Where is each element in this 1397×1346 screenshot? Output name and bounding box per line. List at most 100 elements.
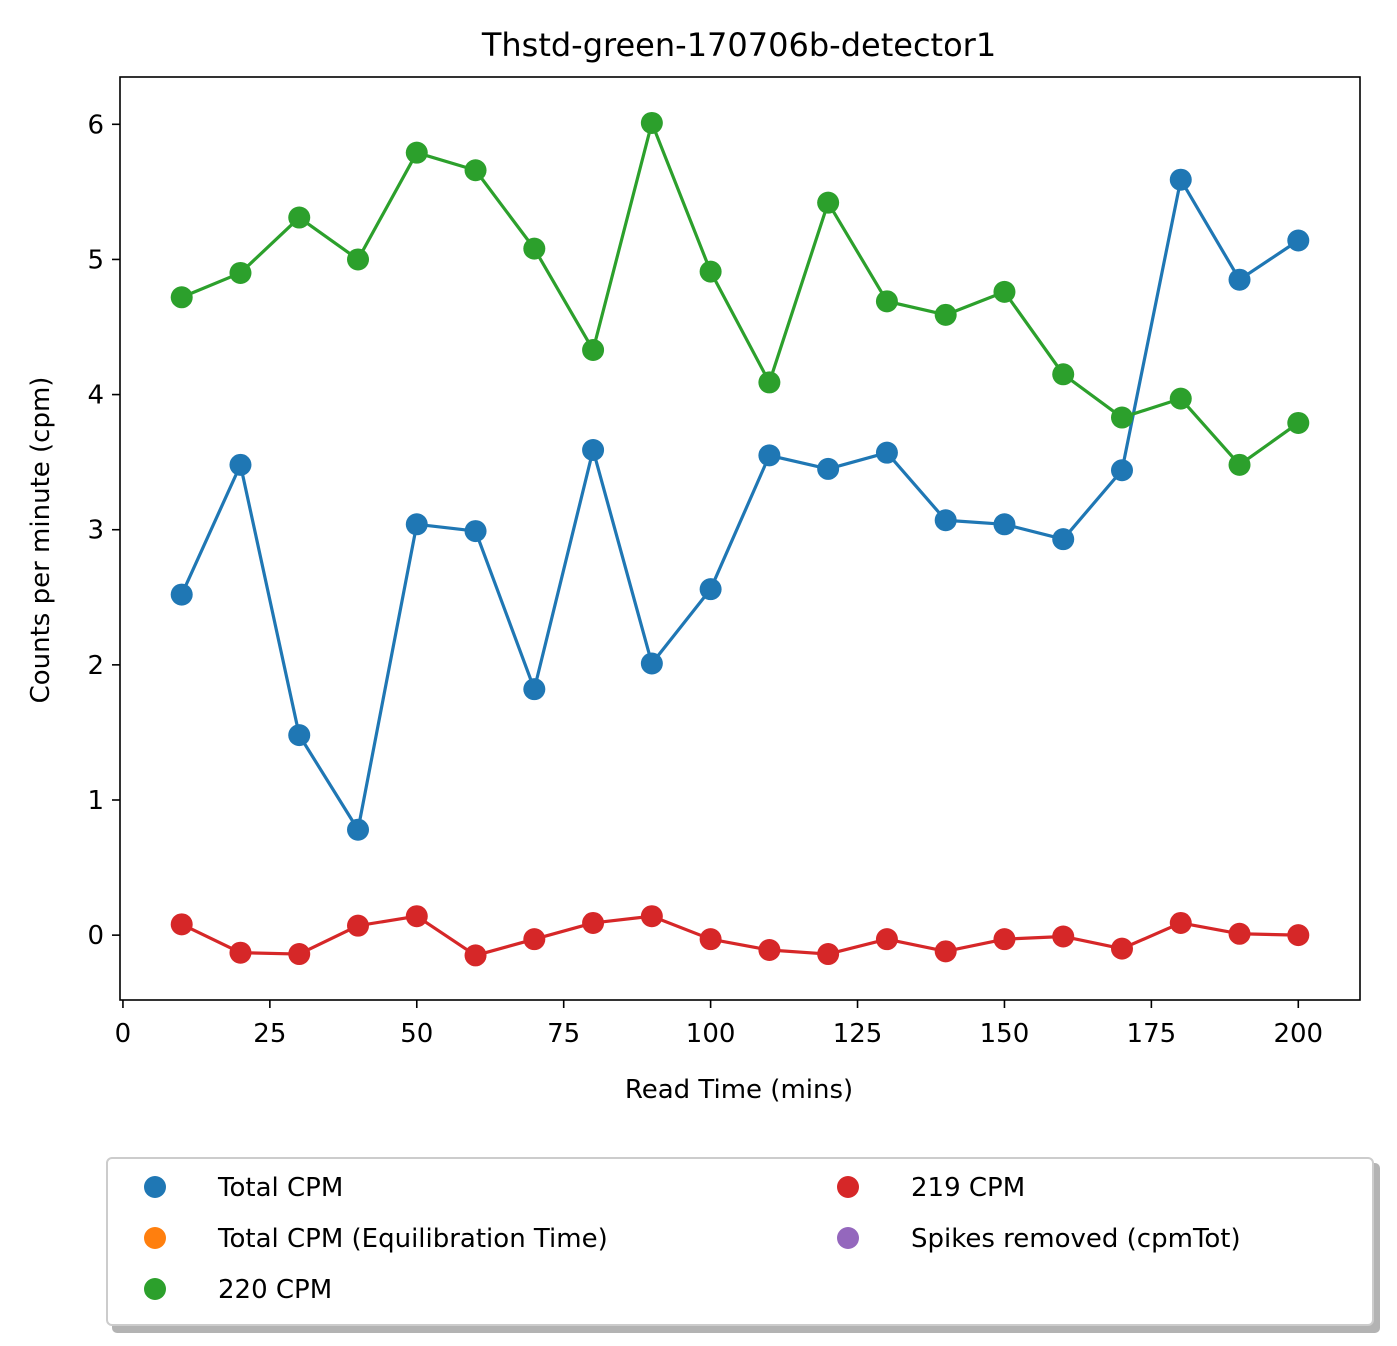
data-point: [347, 914, 370, 937]
data-point: [758, 444, 781, 467]
data-point: [817, 943, 840, 966]
legend-marker: [144, 1278, 166, 1300]
data-point: [1169, 911, 1192, 934]
data-point: [993, 280, 1016, 303]
legend-entry: 220 CPM: [144, 1275, 332, 1305]
data-point: [640, 905, 663, 928]
legend-entry: Spikes removed (cpmTot): [837, 1224, 1241, 1254]
x-tick-label: 200: [1273, 1019, 1323, 1049]
data-point: [1110, 406, 1133, 429]
x-tick-label: 100: [686, 1019, 736, 1049]
data-point: [758, 938, 781, 961]
data-point: [582, 438, 605, 461]
data-point: [405, 141, 428, 164]
data-point: [993, 513, 1016, 536]
y-tick-label: 1: [87, 786, 104, 816]
legend: Total CPM Total CPM (Equilibration Time) 2…: [106, 1157, 1380, 1333]
series-layer: [170, 111, 1310, 967]
series-line: [181, 121, 1300, 467]
data-point: [582, 338, 605, 361]
data-point: [875, 290, 898, 313]
data-point: [523, 678, 546, 701]
legend-label: Total CPM: [217, 1173, 343, 1203]
x-axis-ticks: 0 25 50 75 100 125 150 175 200: [115, 1000, 1323, 1049]
series-total-cpm: [170, 168, 1310, 841]
data-point: [347, 248, 370, 271]
y-tick-label: 5: [87, 245, 104, 275]
data-point: [229, 941, 252, 964]
x-tick-label: 175: [1127, 1019, 1177, 1049]
data-point: [640, 652, 663, 675]
legend-marker: [837, 1227, 859, 1249]
plot-frame: [119, 76, 1361, 1001]
data-point: [1287, 411, 1310, 434]
data-point: [1110, 937, 1133, 960]
y-axis-label: Counts per minute (cpm): [26, 377, 56, 704]
data-point: [993, 928, 1016, 951]
data-point: [758, 371, 781, 394]
data-point: [288, 206, 311, 229]
x-tick-label: 125: [833, 1019, 883, 1049]
legend-marker: [144, 1227, 166, 1249]
x-tick-label: 25: [253, 1019, 286, 1049]
legend-marker: [144, 1176, 166, 1198]
x-tick-label: 150: [980, 1019, 1030, 1049]
data-point: [1287, 924, 1310, 947]
y-axis-ticks: 0 1 2 3 4 5 6: [87, 110, 120, 951]
data-point: [817, 457, 840, 480]
legend-marker: [837, 1176, 859, 1198]
x-tick-label: 50: [400, 1019, 433, 1049]
data-point: [523, 237, 546, 260]
y-tick-label: 3: [87, 516, 104, 546]
data-point: [464, 944, 487, 967]
series-line: [180, 178, 1300, 832]
y-tick-label: 2: [87, 651, 104, 681]
data-point: [582, 911, 605, 934]
data-point: [1169, 387, 1192, 410]
legend-label: Spikes removed (cpmTot): [911, 1224, 1241, 1254]
data-point: [229, 261, 252, 284]
chart-title: Thstd-green-170706b-detector1: [481, 26, 996, 64]
data-point: [817, 191, 840, 214]
y-tick-label: 4: [87, 381, 104, 411]
legend-entry: 219 CPM: [837, 1173, 1025, 1203]
x-tick-label: 75: [547, 1019, 580, 1049]
data-point: [875, 928, 898, 951]
data-point: [934, 303, 957, 326]
data-point: [523, 928, 546, 951]
data-point: [229, 453, 252, 476]
data-point: [640, 111, 663, 134]
data-point: [1052, 925, 1075, 948]
data-point: [1052, 363, 1075, 386]
data-point: [1228, 268, 1251, 291]
data-point: [1110, 459, 1133, 482]
legend-entry: Total CPM: [144, 1173, 343, 1203]
data-point: [288, 724, 311, 747]
data-point: [1169, 168, 1192, 191]
data-point: [347, 818, 370, 841]
y-tick-label: 6: [87, 110, 104, 140]
x-axis-label: Read Time (mins): [625, 1075, 853, 1105]
data-point: [464, 520, 487, 543]
legend-label: 220 CPM: [218, 1275, 332, 1305]
data-point: [170, 286, 193, 309]
data-point: [934, 940, 957, 963]
data-point: [170, 913, 193, 936]
data-point: [934, 509, 957, 532]
legend-label: Total CPM (Equilibration Time): [217, 1224, 608, 1254]
series-220-cpm: [170, 111, 1310, 476]
data-point: [1228, 922, 1251, 945]
data-point: [699, 928, 722, 951]
x-tick-label: 0: [115, 1019, 132, 1049]
data-point: [170, 583, 193, 606]
data-point: [288, 943, 311, 966]
data-point: [405, 905, 428, 928]
data-point: [699, 578, 722, 601]
legend-box: [106, 1157, 1374, 1326]
data-point: [1287, 229, 1310, 252]
data-point: [464, 159, 487, 182]
data-point: [1228, 453, 1251, 476]
legend-label: 219 CPM: [911, 1173, 1025, 1203]
data-point: [405, 513, 428, 536]
data-point: [699, 260, 722, 283]
